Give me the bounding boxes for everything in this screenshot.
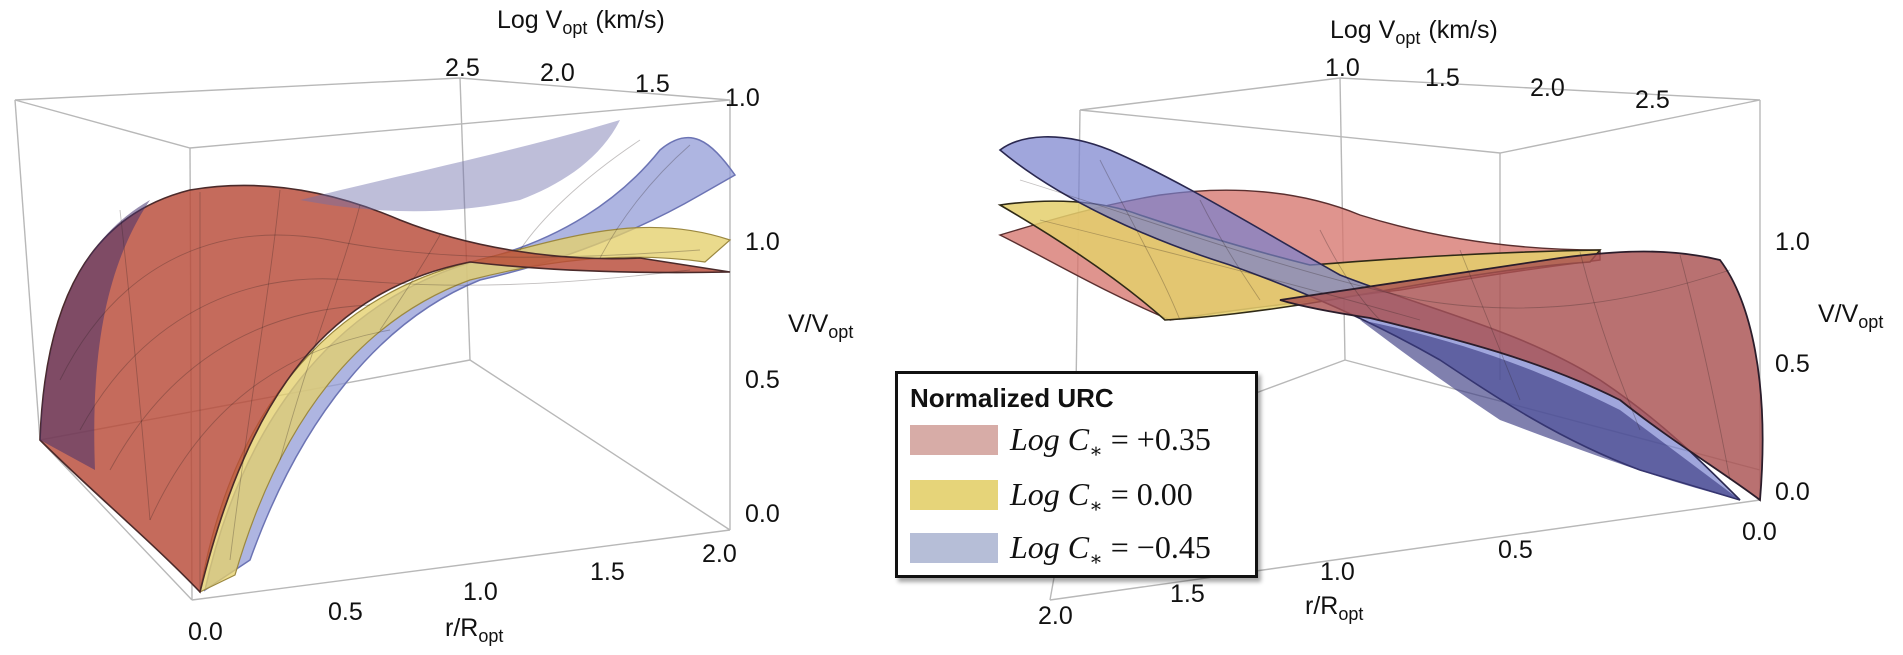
legend-box: Normalized URC Log C∗ = +0.35 Log C∗ = 0… <box>895 371 1258 578</box>
legend-swatch-red <box>910 425 998 455</box>
right-logv-axis-title: Log Vopt (km/s) <box>1330 16 1498 48</box>
left-surface-yellow <box>199 226 732 594</box>
right-r-tick: 1.5 <box>1170 580 1205 608</box>
legend-swatch-blue <box>910 533 998 563</box>
right-logv-tick: 1.5 <box>1425 64 1460 92</box>
left-v-tick: 0.0 <box>745 500 780 528</box>
legend-label: Log C∗ = +0.35 <box>1010 421 1211 463</box>
left-logv-axis-title: Log Vopt (km/s) <box>497 6 665 38</box>
left-logv-tick: 2.0 <box>540 59 575 87</box>
right-logv-tick: 1.0 <box>1325 54 1360 82</box>
left-logv-tick: 1.5 <box>635 70 670 98</box>
right-v-tick: 0.0 <box>1775 478 1810 506</box>
left-surface-dark-overlay <box>40 120 620 470</box>
left-v-axis: 0.0 0.5 1.0 V/Vopt <box>745 228 853 528</box>
right-v-tick: 1.0 <box>1775 228 1810 256</box>
legend-swatch-yellow <box>910 480 998 510</box>
right-r-tick: 0.5 <box>1498 536 1533 564</box>
legend-entry: Log C∗ = −0.45 <box>910 527 1250 571</box>
legend-entry: Log C∗ = 0.00 <box>910 474 1250 518</box>
right-v-tick: 0.5 <box>1775 350 1810 378</box>
legend-entry: Log C∗ = +0.35 <box>910 419 1250 463</box>
right-surface-mesh <box>1019 159 1731 481</box>
right-3d-plot: 1.0 1.5 2.0 2.5 Log Vopt (km/s) 0.0 0.5 1… <box>997 16 1883 630</box>
left-r-axis: 0.0 0.5 1.0 1.5 2.0 r/Ropt <box>188 540 737 646</box>
left-r-tick: 0.0 <box>188 618 223 646</box>
left-logv-tick: 2.5 <box>445 54 480 82</box>
left-logv-axis: 2.5 2.0 1.5 1.0 Log Vopt (km/s) <box>445 6 760 112</box>
left-3d-plot: 2.5 2.0 1.5 1.0 Log Vopt (km/s) 0.0 0.5 1… <box>14 6 853 646</box>
right-r-tick: 2.0 <box>1038 602 1073 630</box>
left-v-tick: 1.0 <box>745 228 780 256</box>
left-logv-tick: 1.0 <box>725 84 760 112</box>
left-r-tick: 1.0 <box>463 578 498 606</box>
legend-label: Log C∗ = 0.00 <box>1010 476 1193 518</box>
left-r-axis-title: r/Ropt <box>445 614 503 646</box>
left-surface-red <box>39 184 731 594</box>
right-r-tick: 0.0 <box>1742 518 1777 546</box>
right-logv-tick: 2.5 <box>1635 86 1670 114</box>
right-r-axis: 2.0 1.5 1.0 0.5 0.0 r/Ropt <box>1038 518 1777 630</box>
left-r-tick: 1.5 <box>590 558 625 586</box>
right-r-axis-title: r/Ropt <box>1305 592 1363 624</box>
left-v-axis-title: V/Vopt <box>788 310 853 342</box>
right-v-axis: 0.0 0.5 1.0 V/Vopt <box>1775 228 1883 506</box>
right-logv-axis: 1.0 1.5 2.0 2.5 Log Vopt (km/s) <box>1325 16 1670 114</box>
left-surface-mesh <box>59 139 701 590</box>
left-v-tick: 0.5 <box>745 366 780 394</box>
right-r-tick: 1.0 <box>1320 558 1355 586</box>
legend-title: Normalized URC <box>910 383 1114 413</box>
left-r-tick: 2.0 <box>702 540 737 568</box>
right-logv-tick: 2.0 <box>1530 74 1565 102</box>
right-surface-main <box>1279 250 1764 502</box>
right-v-axis-title: V/Vopt <box>1818 300 1883 332</box>
legend-label: Log C∗ = −0.45 <box>1010 529 1211 571</box>
left-r-tick: 0.5 <box>328 598 363 626</box>
